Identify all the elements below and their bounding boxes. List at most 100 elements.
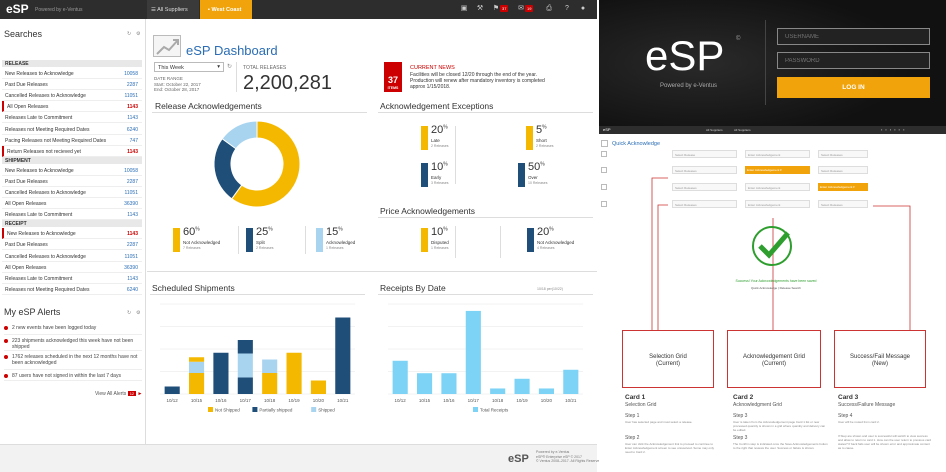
wire-cell[interactable]: Select Releases	[818, 150, 868, 158]
wire-checkbox[interactable]	[601, 151, 607, 157]
receipts-note: 10/18 per(10/22)	[537, 287, 563, 291]
search-row[interactable]: New Releases to Acknowledge 1143	[2, 228, 142, 240]
date-range-label: DATE RANGE	[154, 76, 183, 81]
alerts-refresh-icon[interactable]: ↻	[127, 310, 132, 316]
search-row[interactable]: Releases not Meeting Required Dates 6240	[2, 284, 142, 295]
card-text: User can click the Acknowledgement link …	[625, 442, 715, 454]
search-row[interactable]: Cancelled Releases to Acknowledge 11051	[2, 187, 142, 198]
search-row[interactable]: Pacing Releases not Meeting Required Dat…	[2, 135, 142, 146]
search-row[interactable]: Cancelled Releases to Acknowledge 11051	[2, 251, 142, 262]
week-select[interactable]: This Week ▾	[154, 62, 224, 72]
alert-text: 1762 releases scheduled in the next 12 m…	[12, 354, 138, 366]
stat-sub: 10 Releases	[528, 181, 548, 185]
wire-toolbar-icons: ▪▪▪▪▪▪	[881, 127, 908, 132]
wire-cell[interactable]: Select Releases	[672, 200, 737, 208]
wire-checkbox[interactable]	[601, 201, 607, 207]
alerts-settings-icon[interactable]: ⚙	[136, 310, 141, 316]
tab-all-suppliers[interactable]: ☰ All Suppliers	[147, 0, 199, 19]
wire-cell[interactable]: Enter Acknowledgement ▾	[818, 183, 868, 191]
wire-checkbox[interactable]	[601, 184, 607, 190]
divider	[378, 217, 593, 218]
search-row-label: New Releases to Acknowledge	[5, 167, 74, 174]
stat-sub: 1 Releases	[326, 246, 344, 250]
stat-sub: 7 Releases	[183, 246, 201, 250]
wire-cell[interactable]: Select Releases	[672, 166, 737, 174]
username-field[interactable]	[777, 28, 930, 45]
login-button[interactable]: LOG IN	[777, 77, 930, 98]
alert-item[interactable]: 1762 releases scheduled in the next 12 m…	[4, 354, 142, 370]
wire-cell[interactable]: Select Release	[672, 150, 737, 158]
wire-logo: eSP	[603, 127, 611, 132]
search-row[interactable]: Releases not Meeting Required Dates 6240	[2, 124, 142, 135]
flag-icon[interactable]: ⚑	[492, 5, 500, 12]
success-links[interactable]: Quick Acknowledge | Release Search	[751, 286, 801, 290]
wire-cell[interactable]: Enter Acknowledgement	[745, 200, 810, 208]
wire-tab-all[interactable]: All Suppliers	[706, 128, 723, 132]
donut-slice[interactable]	[231, 120, 301, 208]
card-text: User has selected page and must select a…	[625, 420, 693, 424]
wire-cell[interactable]: Select Releases	[818, 166, 868, 174]
wire-cell[interactable]: Select Releases	[818, 200, 868, 208]
search-row-count: 36390	[124, 201, 138, 208]
app-logo[interactable]: eSP	[6, 2, 29, 16]
wire-tab-active[interactable]: All Suppliers	[734, 128, 751, 132]
wire-cell[interactable]: Enter Acknowledgement ▾	[745, 166, 810, 174]
search-row[interactable]: Releases Late to Commitment 1143	[2, 112, 142, 124]
alert-item[interactable]: 87 users have not signed in within the l…	[4, 373, 142, 381]
search-row-label: Past Due Releases	[5, 82, 48, 89]
refresh-icon[interactable]: ↻	[127, 31, 132, 37]
donut-slice[interactable]	[213, 138, 243, 200]
wire-cell[interactable]: Enter Acknowledgement	[745, 150, 810, 158]
date-refresh-icon[interactable]: ↻	[227, 64, 233, 70]
x-tick-label: 10/18	[264, 398, 276, 403]
stat-percent: 10%	[431, 226, 448, 238]
search-row[interactable]: All Open Releases 36390	[2, 262, 142, 273]
donut-slice[interactable]	[221, 120, 258, 150]
search-row[interactable]: Cancelled Releases to Acknowledge 11051	[2, 90, 142, 102]
printer-icon[interactable]: ⎙	[546, 5, 552, 12]
stat-label: Short	[536, 138, 547, 143]
footer-text: Powered by e-Ventus eSP® Enterprise eSP …	[536, 450, 601, 464]
search-row[interactable]: Releases Late to Commitment 1143	[2, 209, 142, 221]
search-row[interactable]: Past Due Releases 2287	[2, 79, 142, 91]
wrench-icon[interactable]: ⚒	[476, 5, 484, 12]
user-icon[interactable]: ●	[580, 5, 586, 12]
password-field[interactable]	[777, 52, 930, 69]
divider	[238, 226, 239, 254]
news-count-badge[interactable]: 37 ITEMS	[384, 62, 402, 92]
search-row[interactable]: All Open Releases 1143	[2, 101, 142, 113]
tab-west-coast[interactable]: ▪ West Coast	[200, 0, 252, 19]
bar	[563, 369, 579, 394]
wire-cell[interactable]: Enter Acknowledgement	[745, 183, 810, 191]
settings-icon[interactable]: ⚙	[136, 31, 141, 37]
card-subtitle: Selection Grid	[625, 402, 657, 408]
wire-cell[interactable]: Select Releases	[672, 183, 737, 191]
search-row[interactable]: Past Due Releases 2287	[2, 176, 142, 187]
alert-dot-icon	[4, 374, 8, 378]
help-icon[interactable]: ?	[565, 5, 569, 12]
bar	[417, 373, 433, 394]
search-row[interactable]: Return Releases not recieved yet 1143	[2, 145, 142, 157]
search-row[interactable]: Past Due Releases 2287	[2, 239, 142, 251]
search-row-label: Pacing Releases not Meeting Required Dat…	[5, 137, 107, 144]
bar-segment	[213, 352, 229, 394]
alert-item[interactable]: 2 new events have been logged today	[4, 325, 142, 335]
mail-icon[interactable]: ✉	[518, 5, 524, 12]
search-row-label: Past Due Releases	[5, 242, 48, 249]
view-all-alerts-link[interactable]: View All Alerts 12 ►	[95, 391, 143, 397]
search-row-label: Cancelled Releases to Acknowledge	[5, 253, 86, 260]
x-tick-label: 10/17	[240, 398, 252, 403]
tab-west-label: West Coast	[211, 7, 242, 13]
search-row[interactable]: New Releases to Acknowledge 10058	[2, 165, 142, 176]
bar-segment	[237, 340, 253, 354]
alert-dot-icon	[4, 326, 8, 330]
divider	[765, 20, 766, 105]
search-row[interactable]: Releases Late to Commitment 1143	[2, 273, 142, 284]
stat-label: Split	[256, 240, 265, 245]
alert-item[interactable]: 223 shipments acknowledged this week hav…	[4, 338, 142, 351]
searches-title: Searches	[4, 29, 43, 39]
wire-checkbox[interactable]	[601, 167, 607, 173]
cube-icon[interactable]: ▣	[460, 5, 468, 12]
search-row[interactable]: All Open Releases 36390	[2, 198, 142, 210]
search-row[interactable]: New Releases to Acknowledge 10058	[2, 68, 142, 79]
